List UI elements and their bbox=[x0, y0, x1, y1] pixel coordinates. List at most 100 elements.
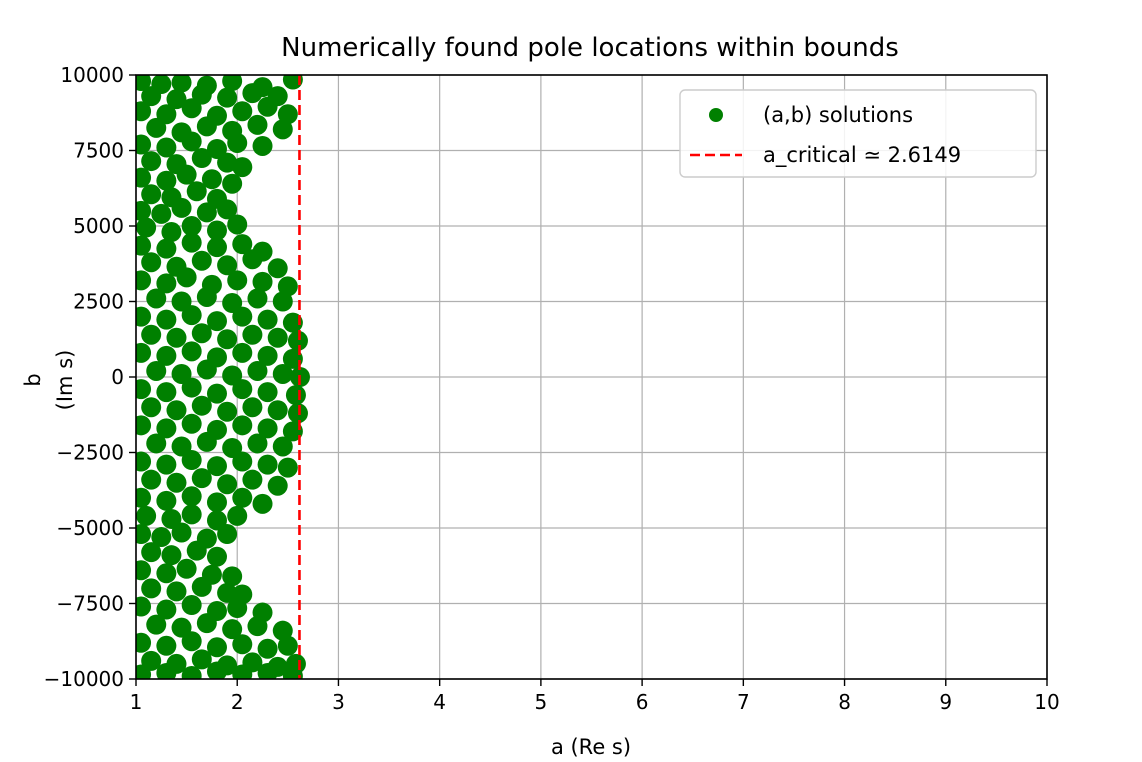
data-point bbox=[181, 377, 202, 398]
x-tick-label: 3 bbox=[332, 690, 345, 714]
data-point bbox=[217, 474, 238, 495]
data-point bbox=[206, 220, 227, 241]
data-point bbox=[282, 665, 303, 679]
data-point bbox=[196, 202, 217, 223]
data-point bbox=[136, 451, 152, 472]
data-point bbox=[196, 431, 217, 452]
y-tick-label: −7500 bbox=[56, 592, 124, 616]
data-point bbox=[171, 75, 192, 93]
data-point bbox=[201, 169, 222, 190]
data-point bbox=[232, 634, 253, 655]
x-tick-label: 10 bbox=[1034, 690, 1059, 714]
data-point bbox=[171, 197, 192, 218]
data-point bbox=[232, 157, 253, 178]
data-point bbox=[257, 309, 278, 330]
data-point bbox=[247, 616, 268, 637]
data-point bbox=[166, 327, 187, 348]
data-point bbox=[222, 365, 243, 386]
data-point bbox=[227, 598, 248, 619]
data-point bbox=[222, 75, 243, 92]
data-point bbox=[242, 397, 263, 418]
data-point bbox=[232, 451, 253, 472]
data-point bbox=[257, 662, 278, 679]
data-point bbox=[252, 493, 273, 514]
data-point bbox=[206, 510, 227, 531]
legend-label-critical: a_critical ≃ 2.6149 bbox=[763, 143, 961, 168]
data-point bbox=[146, 288, 167, 309]
data-point bbox=[136, 505, 157, 526]
data-point bbox=[196, 613, 217, 634]
x-tick-label: 2 bbox=[231, 690, 244, 714]
data-point bbox=[232, 379, 253, 400]
data-point bbox=[206, 138, 227, 159]
data-point bbox=[217, 87, 238, 108]
data-point bbox=[161, 508, 182, 529]
data-point bbox=[181, 305, 202, 326]
data-point bbox=[181, 216, 202, 236]
data-point bbox=[196, 286, 217, 307]
data-point bbox=[206, 311, 227, 332]
data-point bbox=[196, 359, 217, 380]
legend-marker-solutions bbox=[709, 108, 723, 122]
x-axis-label: a (Re s) bbox=[551, 735, 631, 759]
y-tick-label: 10000 bbox=[60, 63, 124, 87]
y-axis-label: b (Im s) bbox=[21, 350, 77, 411]
data-point bbox=[166, 89, 187, 110]
data-point bbox=[156, 563, 177, 584]
data-point bbox=[136, 270, 152, 291]
data-point bbox=[156, 170, 177, 191]
data-point bbox=[181, 450, 202, 471]
data-point bbox=[272, 620, 293, 641]
data-point bbox=[206, 237, 227, 258]
x-axis-ticks: 1 2 3 4 5 6 7 8 9 10 bbox=[130, 679, 1060, 714]
data-point bbox=[252, 271, 273, 292]
data-point bbox=[136, 217, 157, 238]
data-point bbox=[156, 490, 177, 511]
data-point bbox=[277, 635, 298, 656]
data-point bbox=[166, 472, 187, 493]
data-point bbox=[156, 309, 177, 330]
data-point bbox=[141, 252, 162, 273]
data-point bbox=[141, 151, 162, 172]
data-point bbox=[232, 234, 253, 255]
data-point bbox=[206, 637, 227, 658]
data-point bbox=[136, 524, 152, 545]
data-point bbox=[146, 433, 167, 454]
data-point bbox=[156, 382, 177, 403]
data-point bbox=[141, 578, 162, 599]
data-point bbox=[282, 312, 303, 333]
data-point bbox=[136, 235, 152, 256]
data-point bbox=[277, 457, 298, 478]
y-tick-label: −10000 bbox=[44, 667, 124, 691]
legend-label-solutions: (a,b) solutions bbox=[763, 103, 913, 127]
data-point bbox=[227, 270, 248, 291]
x-tick-label: 9 bbox=[939, 690, 952, 714]
data-point bbox=[257, 638, 278, 659]
data-point bbox=[151, 527, 172, 548]
data-point bbox=[257, 96, 278, 117]
data-point bbox=[196, 116, 217, 137]
data-point bbox=[156, 273, 177, 294]
data-point bbox=[272, 119, 293, 140]
data-point bbox=[141, 397, 162, 418]
data-point bbox=[186, 540, 207, 561]
data-point bbox=[136, 167, 152, 188]
data-point bbox=[191, 148, 212, 169]
data-point bbox=[222, 619, 243, 640]
data-point bbox=[206, 383, 227, 404]
data-point bbox=[217, 582, 238, 603]
data-point bbox=[156, 454, 177, 475]
data-point bbox=[186, 181, 207, 202]
data-point bbox=[146, 360, 167, 381]
data-point bbox=[277, 104, 298, 125]
y-tick-label: 2500 bbox=[73, 290, 124, 314]
data-point bbox=[136, 632, 152, 653]
data-point bbox=[141, 542, 162, 563]
data-point bbox=[181, 341, 202, 362]
data-point bbox=[171, 617, 192, 638]
x-tick-label: 8 bbox=[838, 690, 851, 714]
data-point bbox=[217, 329, 238, 350]
x-tick-label: 7 bbox=[737, 690, 750, 714]
data-point bbox=[161, 222, 182, 243]
